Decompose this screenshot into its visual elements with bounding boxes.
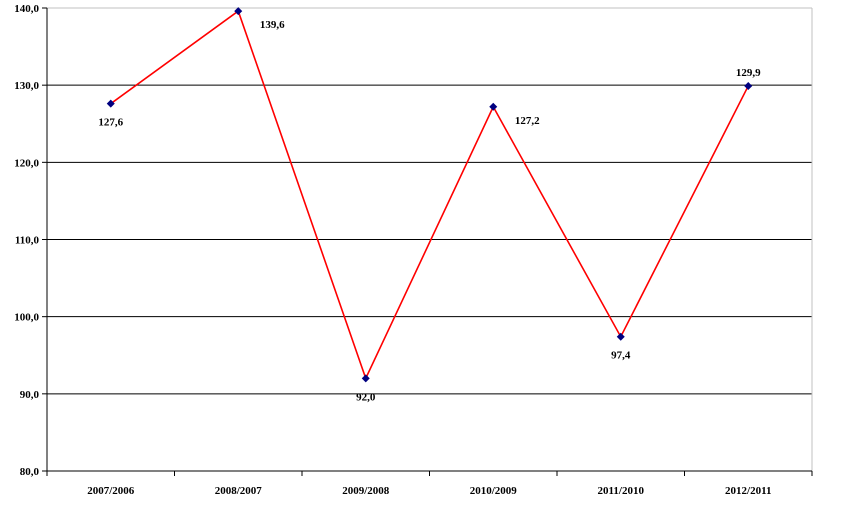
- data-label: 97,4: [611, 350, 631, 362]
- y-tick-label: 140,0: [14, 3, 39, 15]
- x-tick-label: 2008/2007: [215, 485, 263, 497]
- data-point-marker: [616, 332, 625, 341]
- data-markers: [106, 7, 753, 383]
- data-label: 139,6: [260, 19, 285, 31]
- series-line: [110, 9, 749, 381]
- data-point-marker: [489, 102, 498, 111]
- data-label: 92,0: [356, 391, 376, 403]
- data-label: 129,9: [736, 67, 761, 79]
- data-point-marker: [744, 81, 753, 90]
- x-tick-label: 2012/2011: [725, 485, 771, 497]
- data-label: 127,2: [515, 115, 540, 127]
- x-tick-labels: 2007/2006 2008/2007 2009/2008 2010/2009 2011…: [87, 485, 771, 497]
- axes: [42, 7, 813, 476]
- y-tick-label: 110,0: [15, 235, 40, 247]
- x-tick-label: 2011/2010: [598, 485, 645, 497]
- data-point-marker: [106, 99, 115, 108]
- y-tick-label: 90,0: [20, 389, 40, 401]
- y-tick-label: 130,0: [14, 80, 39, 92]
- data-point-marker: [361, 374, 370, 383]
- data-label: 127,6: [98, 117, 123, 129]
- gridlines: [47, 84, 812, 395]
- x-tick-label: 2010/2009: [470, 485, 518, 497]
- series-line-path: [110, 9, 749, 381]
- y-tick-label: 100,0: [14, 312, 39, 324]
- y-tick-labels: 80,0 90,0 100,0 110,0 120,0 130,0 140,0: [14, 3, 39, 478]
- x-tick-label: 2009/2008: [342, 485, 390, 497]
- y-tick-label: 120,0: [14, 157, 39, 169]
- data-point-marker: [234, 7, 243, 16]
- data-labels: 127,6 139,6 92,0 127,2 97,4 129,9: [98, 19, 761, 403]
- y-tick-label: 80,0: [20, 466, 40, 478]
- x-tick-label: 2007/2006: [87, 485, 135, 497]
